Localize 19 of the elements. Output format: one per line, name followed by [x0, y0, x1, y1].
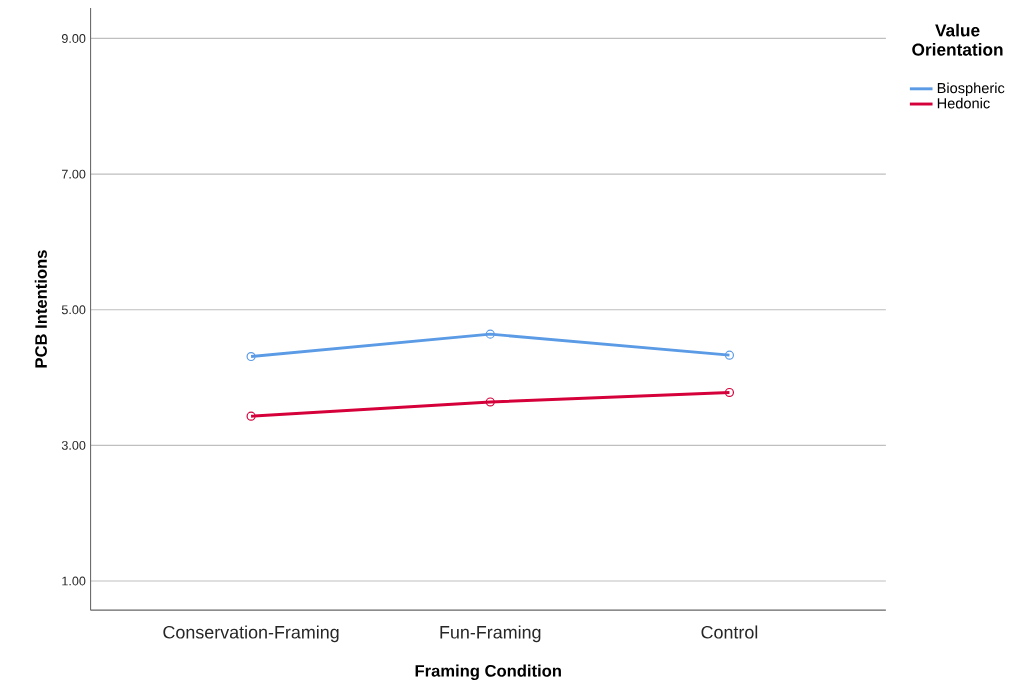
point: [485, 397, 495, 407]
point: [724, 387, 735, 398]
point: [246, 352, 256, 362]
x-tick-label: Fun-Framing: [440, 625, 541, 643]
x-tick-label: Conservation-Framing: [163, 625, 339, 643]
legend-label: Biospheric: [937, 82, 1005, 97]
point: [246, 411, 256, 421]
y-tick-label: 3.00: [61, 441, 86, 450]
x-axis-title: Framing Condition: [415, 664, 561, 681]
legend-title: Value Orientation: [912, 23, 1003, 56]
y-tick-label: 7.00: [62, 169, 86, 179]
x-tick-label: Control: [701, 625, 758, 639]
point: [724, 350, 735, 360]
y-tick-label: 5.00: [61, 305, 86, 315]
y-axis-title: PCB Intentions: [34, 250, 47, 368]
y-tick-label: 9.00: [61, 34, 86, 44]
y-tick-label: 1.00: [62, 576, 86, 586]
point: [485, 329, 495, 339]
legend-label: Hedonic: [937, 97, 990, 109]
